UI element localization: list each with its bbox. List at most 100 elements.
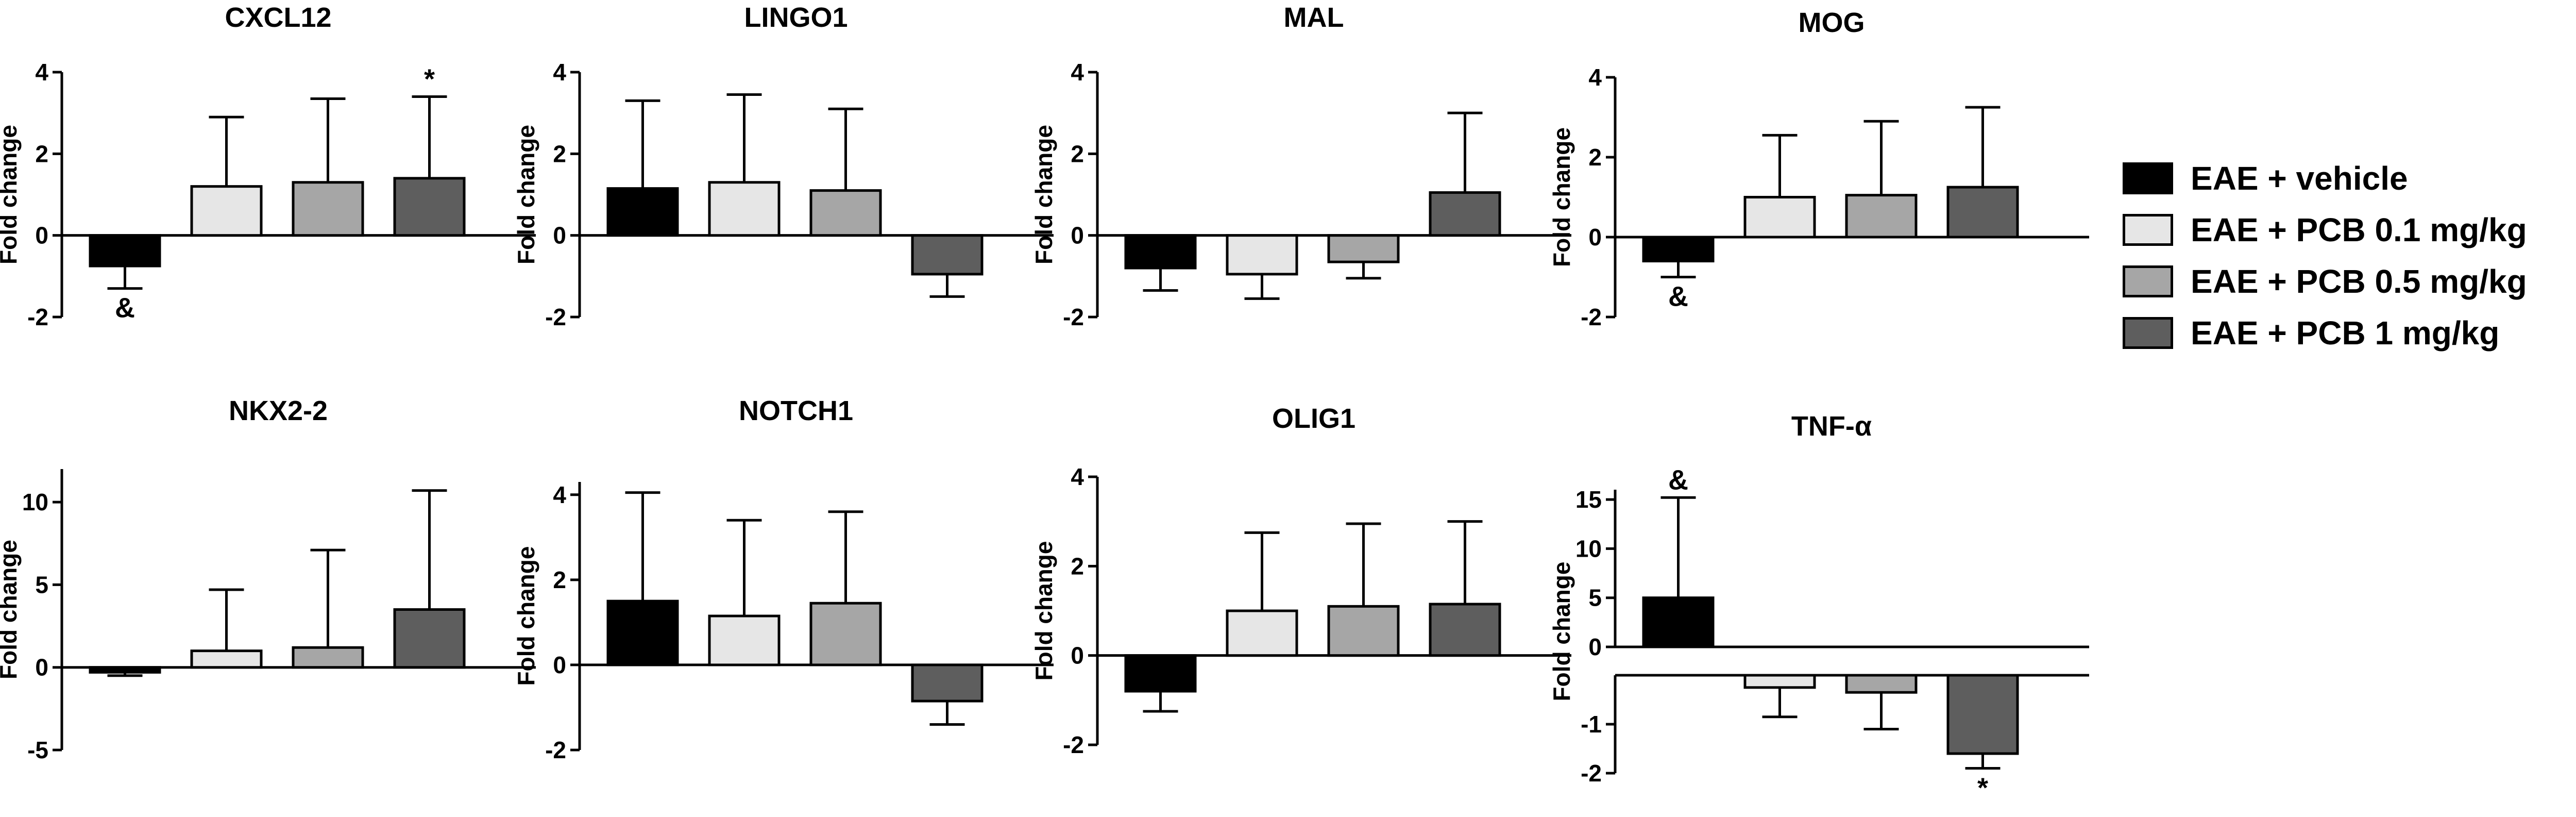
y-tick-label: -2 (545, 304, 566, 330)
significance-marker: * (424, 64, 435, 95)
legend-swatch-pcb-0-5 (2123, 265, 2173, 297)
y-axis-title: Fold change (1548, 127, 1575, 267)
bar (1642, 236, 1715, 262)
y-tick-label: -2 (545, 737, 566, 763)
bar (708, 614, 781, 666)
y-tick-label: 4 (1071, 463, 1084, 490)
y-tick-label: 0 (35, 654, 48, 681)
y-tick-label: 0 (1071, 642, 1084, 669)
bar (292, 181, 364, 237)
legend-label: EAE + vehicle (2191, 160, 2408, 197)
y-tick-label: 0 (1588, 224, 1602, 251)
legend-item-pcb-0-5: EAE + PCB 0.5 mg/kg (2123, 258, 2527, 305)
y-tick-label: 0 (35, 222, 48, 249)
panel-title: LINGO1 (744, 2, 848, 33)
legend-item-vehicle: EAE + vehicle (2123, 155, 2527, 202)
y-tick-label: -2 (1581, 304, 1602, 330)
panel-nkx2-2: NKX2-2 Fold change -5 0 5 10 (0, 395, 536, 763)
significance-marker: & (115, 293, 135, 324)
bar (809, 602, 882, 666)
y-tick-label: 4 (553, 59, 566, 86)
bar (1946, 674, 2019, 755)
bar (1429, 603, 1501, 657)
y-tick-label: -1 (1581, 711, 1602, 738)
y-axis-title: Fold change (0, 125, 22, 264)
bar (1124, 654, 1197, 693)
y-axis-title: Fold change (513, 125, 539, 264)
y-tick-label: 0 (1071, 222, 1084, 249)
bar (1946, 186, 2019, 239)
y-tick-label: 5 (1588, 585, 1602, 611)
bar (393, 177, 466, 237)
bar (1429, 191, 1501, 237)
panel-title: NOTCH1 (739, 395, 853, 426)
bar (1124, 234, 1197, 270)
panel-notch1: NOTCH1 Fold change -2 0 2 4 (513, 395, 1054, 763)
y-tick-label: -2 (27, 304, 48, 330)
y-tick-label: -5 (27, 737, 48, 763)
y-tick-label: 2 (1588, 144, 1602, 171)
y-tick-label: 4 (1071, 59, 1084, 86)
y-tick-label: 0 (553, 652, 566, 678)
legend-item-pcb-1: EAE + PCB 1 mg/kg (2123, 309, 2527, 357)
significance-marker: & (1668, 464, 1688, 495)
bar (1642, 596, 1715, 648)
bar (1327, 234, 1400, 263)
bar (1327, 605, 1400, 657)
significance-marker: * (1977, 773, 1988, 804)
bar (708, 181, 781, 237)
y-tick-label: 2 (1071, 140, 1084, 167)
bar (190, 185, 263, 237)
panel-mog: MOG Fold change -2 0 2 4 & (1548, 7, 2089, 330)
y-tick-label: 0 (1588, 633, 1602, 660)
y-tick-label: -2 (1063, 304, 1084, 330)
bar (1226, 234, 1298, 276)
legend-label: EAE + PCB 0.5 mg/kg (2191, 263, 2527, 300)
y-tick-label: 15 (1575, 486, 1602, 513)
bar (606, 599, 679, 666)
y-tick-label: -2 (1063, 731, 1084, 758)
panel-tnf: TNF-α Fold change 0 5 10 15 -1 -2 & * (1548, 411, 2089, 804)
bar (89, 234, 161, 268)
bar (393, 608, 466, 669)
bar (1845, 194, 1918, 239)
bar (911, 234, 984, 276)
bar (1226, 609, 1298, 657)
y-axis-title: Fold change (513, 546, 539, 686)
y-axis-title: Fold change (1548, 562, 1575, 702)
y-axis-title: Fold change (0, 540, 22, 679)
panel-olig1: OLIG1 Fold change -2 0 2 4 (1030, 403, 1571, 758)
panel-title: TNF-α (1791, 411, 1872, 442)
y-tick-label: 4 (35, 59, 48, 86)
panel-title: NKX2-2 (229, 395, 328, 426)
y-tick-label: 2 (553, 140, 566, 167)
bar (606, 187, 679, 237)
panel-title: OLIG1 (1272, 403, 1355, 434)
y-tick-label: 5 (35, 571, 48, 598)
bar (809, 189, 882, 237)
y-tick-label: 10 (1575, 535, 1602, 562)
panel-lingo1: LINGO1 Fold change -2 0 2 4 (513, 2, 1054, 330)
bar (190, 649, 263, 669)
legend-item-pcb-0-1: EAE + PCB 0.1 mg/kg (2123, 206, 2527, 254)
panel-title: MOG (1799, 7, 1865, 38)
bar (911, 663, 984, 703)
panel-mal: MAL Fold change -2 0 2 4 (1030, 2, 1571, 330)
y-axis-title: Fold change (1030, 541, 1057, 681)
legend: EAE + vehicle EAE + PCB 0.1 mg/kg EAE + … (2123, 155, 2527, 361)
legend-label: EAE + PCB 1 mg/kg (2191, 314, 2500, 352)
y-tick-label: 0 (553, 222, 566, 249)
panel-title: MAL (1284, 2, 1344, 33)
y-tick-label: 2 (35, 140, 48, 167)
y-axis-title: Fold change (1030, 125, 1057, 264)
y-tick-label: 4 (1588, 64, 1602, 91)
bar (1743, 674, 1816, 689)
panel-cxcl12: CXCL12 Fold change -2 0 2 4 & * (0, 2, 536, 330)
legend-swatch-pcb-0-1 (2123, 214, 2173, 246)
legend-label: EAE + PCB 0.1 mg/kg (2191, 211, 2527, 248)
bar (1845, 674, 1918, 694)
significance-marker: & (1668, 281, 1688, 312)
panel-title: CXCL12 (225, 2, 331, 33)
legend-swatch-pcb-1 (2123, 317, 2173, 349)
